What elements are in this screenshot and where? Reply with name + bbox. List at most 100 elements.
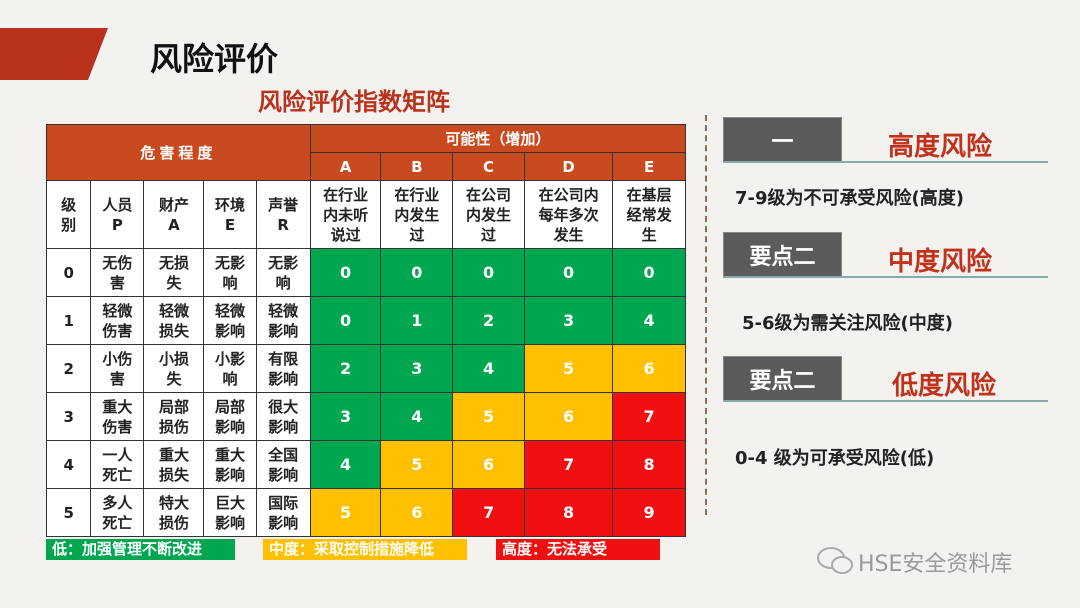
column-header: 在基层 经常发 生 [612,180,686,249]
risk-cell: 2 [452,296,525,345]
row-people: 重大 伤害 [90,392,145,441]
row-reputation: 很大 影响 [255,392,311,441]
risk-cell: 1 [380,296,454,345]
risk-matrix: 危害程度 可能性（增加） A B C D E 级 别人员 P 财产 A 环境 E 声誉 R 在行业 内… [45,124,687,537]
column-header: 声誉 R [255,180,311,249]
risk-title: 中度风险 [888,247,993,277]
risk-cell: 6 [380,488,454,537]
risk-cell: 0 [612,248,686,297]
column-header: 在行业 内发生 过 [380,180,454,249]
row-people: 一人 死亡 [90,440,145,489]
row-reputation: 有限 影响 [255,344,311,393]
risk-cell: 6 [523,392,614,441]
underline [723,161,1048,163]
title: 风险评价 [150,40,279,78]
column-header: 在行业 内未听 说过 [309,180,382,249]
risk-cell: 0 [523,248,614,297]
column-header: 财产 A [143,180,205,249]
risk-cell: 5 [523,344,614,393]
risk-cell: 0 [380,248,454,297]
risk-cell: 4 [380,392,454,441]
row-level: 1 [45,296,92,345]
row-reputation: 全国 影响 [255,440,311,489]
risk-cell: 6 [452,440,525,489]
row-reputation: 国际 影响 [255,488,311,537]
risk-cell: 4 [612,296,686,345]
divider [705,115,707,515]
row-property: 重大 损失 [143,440,205,489]
severity-header: 危害程度 [46,124,311,181]
risk-cell: 2 [309,344,382,393]
column-header: 级 别 [45,180,92,249]
row-environment: 轻微 影响 [203,296,257,345]
risk-cell: 5 [452,392,525,441]
risk-cell: 3 [380,344,454,393]
likelihood-letter: B [380,152,454,181]
row-environment: 局部 影响 [203,392,257,441]
legend-item: 高度：无法承受 [496,539,660,560]
row-property: 局部 损伤 [143,392,205,441]
risk-cell: 5 [309,488,382,537]
risk-cell: 3 [523,296,614,345]
column-header: 人员 P [90,180,145,249]
risk-desc: 0-4 级为可承受风险(低) [735,448,935,469]
row-environment: 无影 响 [203,248,257,297]
row-level: 4 [45,440,92,489]
risk-cell: 7 [452,488,525,537]
row-people: 轻微 伤害 [90,296,145,345]
row-property: 特大 损伤 [143,488,205,537]
row-level: 5 [45,488,92,537]
row-environment: 小影 响 [203,344,257,393]
watermark: HSE安全资料库 [858,552,1013,577]
risk-desc: 7-9级为不可承受风险(高度) [735,188,964,209]
row-environment: 重大 影响 [203,440,257,489]
wechat-icon [817,547,853,574]
header-row: 危害程度 可能性（增加） [46,124,687,181]
risk-cell: 0 [309,296,382,345]
legend-item: 低：加强管理不断改进 [46,539,235,560]
risk-cell: 0 [309,248,382,297]
row-level: 2 [45,344,92,393]
column-header: 在公司 内发生 过 [452,180,525,249]
risk-cell: 9 [612,488,686,537]
risk-title: 高度风险 [888,132,993,162]
risk-cell: 8 [523,488,614,537]
column-row: 级 别人员 P 财产 A 环境 E 声誉 R 在行业 内未听 说过 在行业 内发生 过在公… [45,180,686,249]
row-property: 无损 失 [143,248,205,297]
matrix-row: 5 多人 死亡 特大 损伤 巨大 影响 国际 影响 5 6 7 8 9 [45,488,686,537]
risk-desc: 5-6级为需关注风险(中度) [742,313,953,334]
corner-band [0,28,108,80]
risk-cell: 7 [612,392,686,441]
risk-title: 低度风险 [892,371,997,401]
row-reputation: 轻微 影响 [255,296,311,345]
row-people: 多人 死亡 [90,488,145,537]
risk-cell: 6 [612,344,686,393]
row-level: 0 [45,248,92,297]
row-people: 小伤 害 [90,344,145,393]
matrix-row: 3 重大 伤害 局部 损伤 局部 影响 很大 影响 3 4 5 6 7 [45,392,686,441]
risk-cell: 0 [452,248,525,297]
subtitle: 风险评价指数矩阵 [258,88,450,116]
matrix-row: 1 轻微 伤害 轻微 损失 轻微 影响 轻微 影响 0 1 2 3 4 [45,296,686,345]
badge: 要点二 [723,356,842,401]
row-property: 轻微 损失 [143,296,205,345]
risk-cell: 3 [309,392,382,441]
likelihood-letter: A [309,152,382,181]
risk-cell: 5 [380,440,454,489]
likelihood-letter: D [523,152,614,181]
row-reputation: 无影 响 [255,248,311,297]
risk-cell: 7 [523,440,614,489]
likelihood-letter: C [452,152,525,181]
row-people: 无伤 害 [90,248,145,297]
row-level: 3 [45,392,92,441]
underline [723,276,1048,278]
badge: 要点二 [723,232,842,277]
legend-item: 中度：采取控制措施降低 [263,539,467,560]
likelihood-header: 可能性（增加） [309,124,687,153]
risk-cell: 4 [309,440,382,489]
column-header: 在公司内 每年多次 发生 [523,180,614,249]
risk-cell: 4 [452,344,525,393]
badge: 一 [723,117,842,162]
